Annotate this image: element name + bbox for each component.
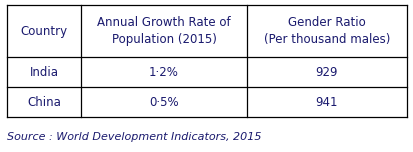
Text: Annual Growth Rate of
Population (2015): Annual Growth Rate of Population (2015): [97, 16, 230, 47]
Text: 1·2%: 1·2%: [149, 66, 178, 78]
Text: Gender Ratio
(Per thousand males): Gender Ratio (Per thousand males): [263, 16, 389, 47]
Text: Source : World Development Indicators, 2015: Source : World Development Indicators, 2…: [7, 132, 261, 142]
Text: 941: 941: [315, 95, 337, 109]
Text: 0·5%: 0·5%: [149, 95, 178, 109]
Text: 929: 929: [315, 66, 337, 78]
Text: Country: Country: [20, 24, 67, 38]
Text: India: India: [29, 66, 58, 78]
Text: China: China: [27, 95, 61, 109]
